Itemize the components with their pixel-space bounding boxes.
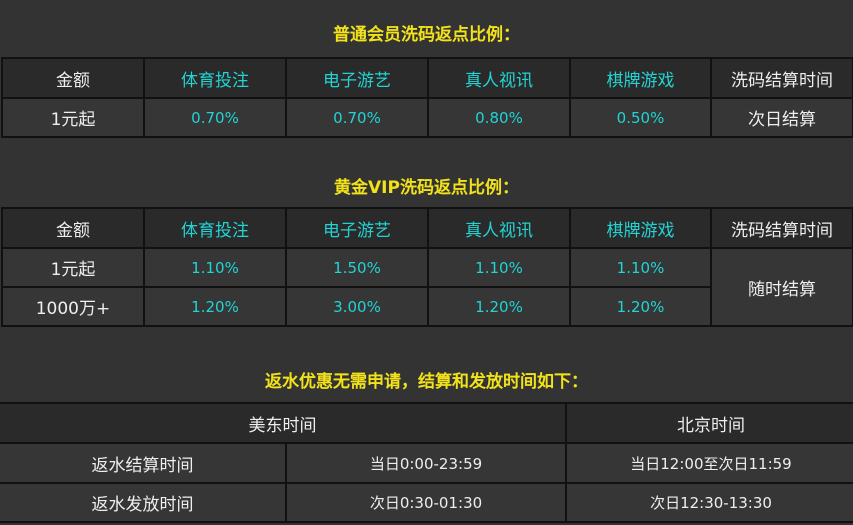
rate-cell: 1.10%	[427, 247, 571, 288]
rate-cell: 0.50%	[569, 97, 712, 138]
row-label: 返水结算时间	[0, 442, 287, 484]
rate-cell: 1.10%	[143, 247, 287, 288]
header-sports: 体育投注	[143, 207, 287, 249]
settle-cell: 随时结算	[710, 247, 853, 327]
header-us-east-time: 美东时间	[0, 402, 567, 444]
beijing-time-cell: 当日12:00至次日11:59	[565, 442, 853, 484]
rebate-table: 美东时间 北京时间 返水结算时间 当日0:00-23:59 当日12:00至次日…	[0, 402, 853, 523]
header-electronic: 电子游艺	[285, 57, 429, 99]
header-sports: 体育投注	[143, 57, 287, 99]
header-live: 真人视讯	[427, 207, 571, 249]
rate-cell: 1.10%	[569, 247, 712, 288]
normal-table: 金额 体育投注 电子游艺 真人视讯 棋牌游戏 洗码结算时间 1元起 0.70% …	[1, 57, 853, 138]
us-time-cell: 当日0:00-23:59	[285, 442, 567, 484]
header-settle-time: 洗码结算时间	[710, 207, 853, 249]
vip-table: 金额 体育投注 电子游艺 真人视讯 棋牌游戏 洗码结算时间 1元起 1.10% …	[1, 207, 853, 327]
vip-title: 黄金VIP洗码返点比例：	[334, 178, 519, 198]
rate-cell: 1.20%	[143, 286, 287, 327]
amount-cell: 1元起	[1, 97, 145, 138]
normal-title: 普通会员洗码返点比例：	[333, 25, 520, 45]
settle-cell: 次日结算	[710, 97, 853, 138]
header-amount: 金额	[1, 207, 145, 249]
rate-cell: 0.80%	[427, 97, 571, 138]
us-time-cell: 次日0:30-01:30	[285, 482, 567, 523]
header-electronic: 电子游艺	[285, 207, 429, 249]
rate-cell: 3.00%	[285, 286, 429, 327]
header-beijing-time: 北京时间	[565, 402, 853, 444]
rate-cell: 1.50%	[285, 247, 429, 288]
header-amount: 金额	[1, 57, 145, 99]
header-chess: 棋牌游戏	[569, 57, 712, 99]
row-label: 返水发放时间	[0, 482, 287, 523]
amount-cell: 1元起	[1, 247, 145, 288]
amount-cell: 1000万+	[1, 286, 145, 327]
header-live: 真人视讯	[427, 57, 571, 99]
rebate-title: 返水优惠无需申请，结算和发放时间如下：	[265, 372, 588, 392]
header-settle-time: 洗码结算时间	[710, 57, 853, 99]
header-chess: 棋牌游戏	[569, 207, 712, 249]
rate-cell: 0.70%	[285, 97, 429, 138]
rate-cell: 1.20%	[427, 286, 571, 327]
beijing-time-cell: 次日12:30-13:30	[565, 482, 853, 523]
rate-cell: 1.20%	[569, 286, 712, 327]
rate-cell: 0.70%	[143, 97, 287, 138]
